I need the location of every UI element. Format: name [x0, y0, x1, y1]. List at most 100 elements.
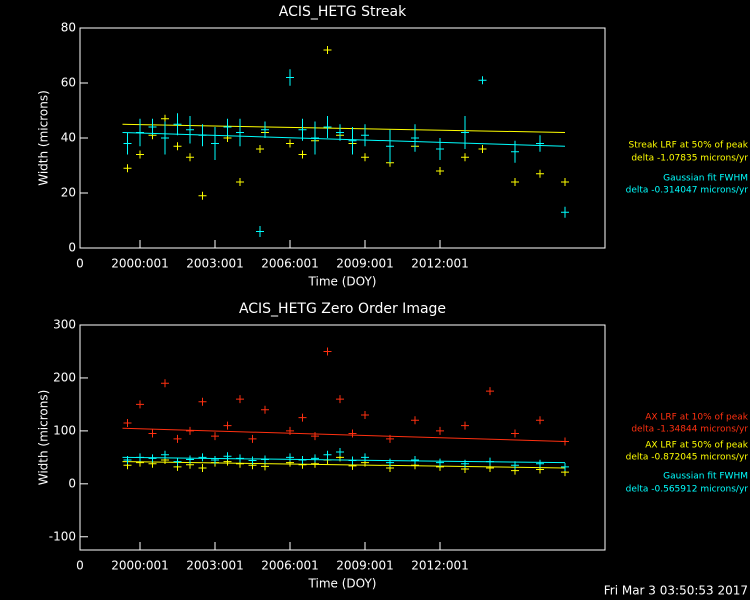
point — [173, 434, 182, 443]
fit-line — [122, 456, 566, 464]
y-tick-label: 0 — [68, 241, 76, 255]
point — [211, 432, 219, 441]
point — [436, 426, 444, 435]
y-tick-label: 60 — [61, 76, 76, 90]
y-tick-label: -100 — [49, 529, 76, 543]
point — [323, 450, 332, 459]
x-axis-label: Time (DOY) — [308, 577, 377, 591]
point — [323, 123, 332, 131]
point — [261, 405, 269, 414]
point — [511, 147, 519, 156]
point — [336, 128, 344, 137]
point — [561, 178, 569, 186]
point — [461, 128, 469, 137]
point — [478, 76, 487, 85]
point — [536, 416, 544, 425]
point — [348, 429, 357, 438]
point — [361, 411, 369, 419]
x-tick-label: 2012:001 — [411, 559, 469, 573]
x-tick-label: 2003:001 — [186, 559, 244, 573]
point — [361, 131, 369, 140]
point — [186, 153, 194, 162]
y-axis-label: Width (microns) — [37, 90, 51, 186]
point — [436, 145, 444, 153]
point — [256, 227, 264, 236]
y-tick-label: 0 — [68, 476, 76, 490]
point — [336, 448, 344, 457]
point — [248, 456, 257, 465]
x-tick-label: 0 — [76, 559, 84, 573]
legend-delta: delta -0.565912 microns/yr — [626, 485, 749, 495]
point — [286, 73, 294, 82]
point — [173, 457, 182, 466]
point — [323, 347, 332, 356]
y-tick-label: 80 — [61, 21, 76, 35]
y-axis-label: Width (microns) — [37, 390, 51, 486]
point — [161, 379, 169, 388]
point — [186, 455, 194, 464]
y-tick-label: 300 — [53, 318, 76, 332]
point — [461, 421, 469, 430]
point — [386, 142, 394, 151]
y-tick-label: 20 — [61, 186, 76, 200]
point — [261, 125, 269, 134]
legend-delta: delta -1.34844 microns/yr — [631, 425, 748, 435]
legend-delta: delta -0.872045 microns/yr — [626, 453, 749, 463]
point — [561, 462, 569, 471]
fit-line — [122, 123, 566, 133]
chart-title: ACIS_HETG Streak — [279, 4, 407, 20]
point — [478, 145, 487, 153]
plot-frame — [79, 324, 606, 551]
x-tick-label: 2009:001 — [336, 257, 394, 271]
point — [123, 139, 132, 148]
point — [361, 153, 369, 162]
legend-label: AX LRF at 50% of peak — [645, 441, 749, 451]
point — [136, 150, 144, 159]
point — [211, 139, 219, 148]
x-tick-label: 2003:001 — [186, 257, 244, 271]
point — [311, 454, 319, 463]
x-tick-label: 2000:001 — [111, 257, 169, 271]
timestamp: Fri Mar 3 03:50:53 2017 — [604, 584, 748, 598]
x-tick-label: 2000:001 — [111, 559, 169, 573]
point — [198, 463, 207, 472]
point — [236, 395, 244, 404]
point — [348, 136, 357, 145]
point — [536, 139, 544, 148]
point — [186, 426, 194, 435]
point — [411, 456, 419, 464]
point — [186, 125, 194, 134]
point — [511, 429, 519, 438]
point — [223, 421, 232, 430]
point — [161, 134, 169, 142]
point — [211, 456, 219, 464]
point — [411, 416, 419, 425]
x-tick-label: 2009:001 — [336, 559, 394, 573]
x-tick-label: 2012:001 — [411, 257, 469, 271]
point — [511, 178, 519, 186]
y-tick-label: 100 — [53, 423, 76, 437]
point — [298, 150, 307, 159]
point — [323, 46, 332, 54]
legend-label: Streak LRF at 50% of peak — [629, 141, 749, 151]
x-tick-label: 2006:001 — [261, 257, 319, 271]
point — [436, 458, 444, 467]
x-tick-label: 0 — [76, 257, 84, 271]
point — [298, 125, 307, 134]
point — [148, 123, 157, 131]
fit-line — [122, 427, 566, 442]
point — [148, 429, 157, 438]
point — [256, 145, 264, 153]
point — [286, 139, 294, 148]
point — [511, 461, 519, 470]
point — [236, 128, 244, 137]
point — [461, 153, 469, 162]
fit-line — [122, 461, 566, 469]
chart-title: ACIS_HETG Zero Order Image — [239, 301, 446, 317]
x-tick-label: 2006:001 — [261, 559, 319, 573]
point — [536, 459, 544, 468]
point — [223, 123, 232, 131]
y-tick-label: 40 — [61, 131, 76, 145]
